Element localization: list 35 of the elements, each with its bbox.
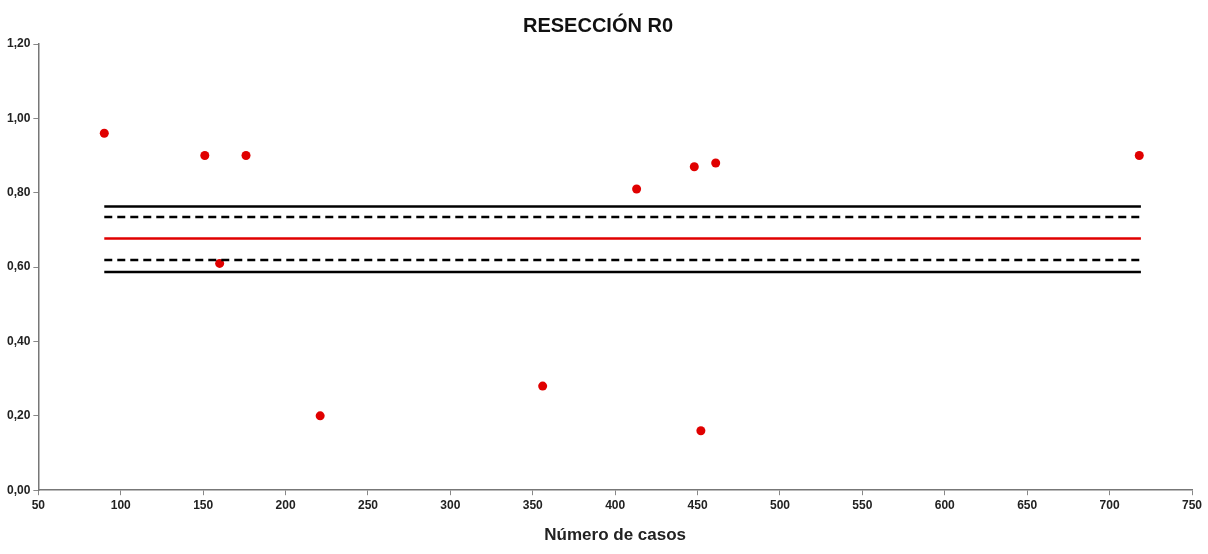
y-tick-label: 0,00: [7, 482, 31, 497]
point: [315, 411, 325, 421]
y-tick-label: 0,40: [7, 333, 31, 348]
point: [1134, 151, 1144, 161]
point: [696, 426, 706, 436]
chart-title: RESECCIÓN R0: [522, 12, 674, 36]
x-tick-label: 550: [852, 497, 873, 512]
y-tick-label: 0,60: [7, 259, 31, 274]
y-tick-label: 0,20: [7, 408, 31, 423]
x-tick-label: 200: [275, 497, 296, 512]
x-tick-label: 400: [605, 497, 626, 512]
point: [200, 151, 210, 161]
x-tick-label: 700: [1099, 497, 1120, 512]
x-axis-title: Número de casos: [544, 525, 687, 545]
y-tick-label: 0,80: [7, 185, 31, 200]
point: [711, 158, 721, 168]
y-tick-label: 1,20: [7, 36, 31, 51]
y-tick-label: 1,00: [7, 110, 31, 125]
x-tick-label: 600: [934, 497, 956, 512]
point: [215, 258, 225, 268]
x-tick-label: 300: [440, 497, 461, 512]
point: [99, 128, 109, 138]
x-tick-label: 450: [687, 497, 708, 512]
x-tick-label: 50: [31, 497, 46, 512]
point: [689, 162, 699, 172]
x-tick-label: 500: [769, 497, 791, 512]
x-tick-label: 750: [1181, 497, 1203, 512]
point: [241, 151, 251, 161]
x-tick-label: 250: [357, 497, 379, 512]
point: [632, 184, 642, 194]
point: [538, 381, 548, 391]
x-tick-label: 100: [110, 497, 132, 512]
x-tick-label: 650: [1017, 497, 1038, 512]
x-tick-label: 150: [193, 497, 214, 512]
x-tick-label: 350: [522, 497, 544, 512]
